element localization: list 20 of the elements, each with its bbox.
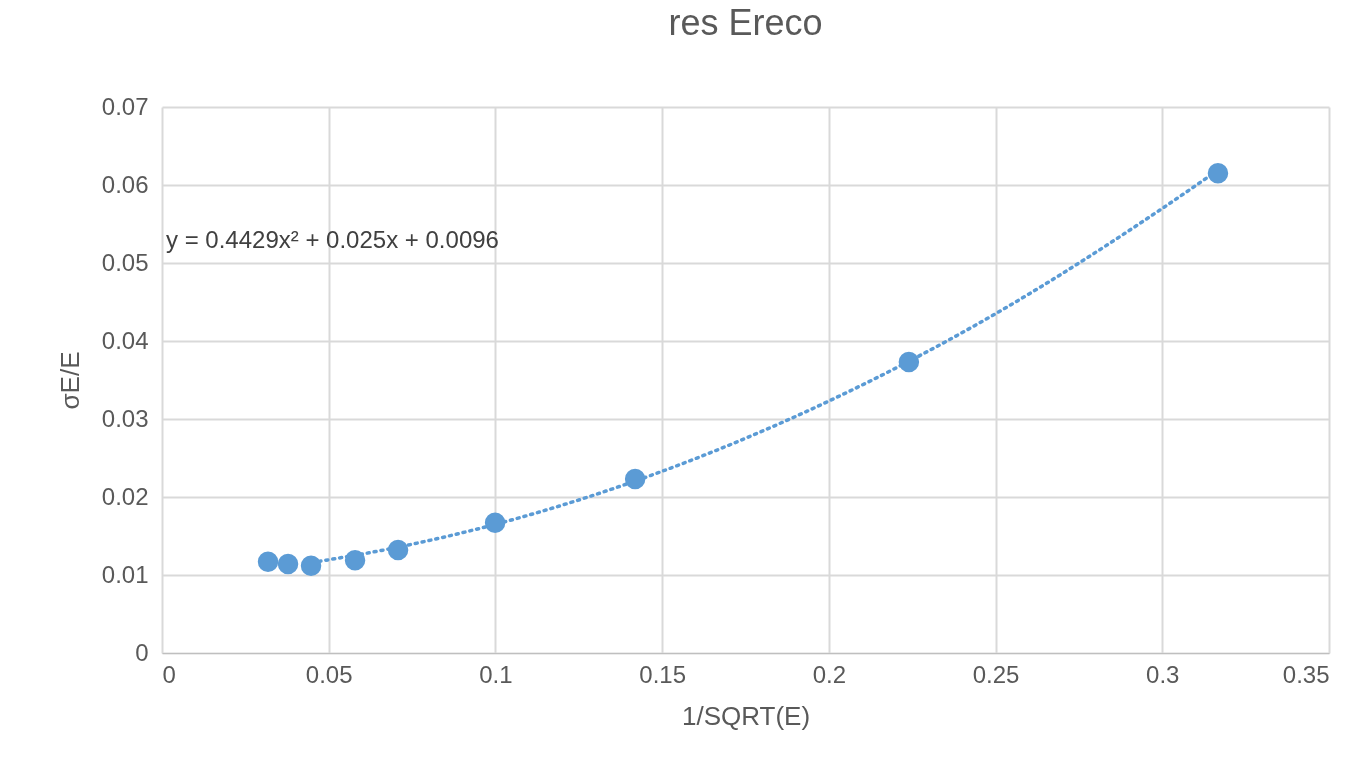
x-tick-label: 0.2 [812, 660, 847, 688]
y-tick-label: 0.01 [101, 560, 149, 588]
y-axis-title: σE/E [54, 351, 85, 410]
y-tick-label: 0.07 [101, 92, 149, 120]
y-tick-label: 0.05 [101, 248, 149, 276]
y-tick-label: 0.02 [101, 482, 149, 510]
chart-title: res Ereco [668, 2, 823, 43]
x-tick-label: 0 [162, 660, 176, 688]
x-tick-label: 0.15 [639, 660, 686, 688]
y-tick-label: 0 [135, 638, 149, 666]
y-tick-label: 0.03 [101, 404, 149, 432]
y-tick-label: 0.06 [101, 170, 149, 198]
x-tick-label: 0.35 [1282, 660, 1330, 688]
x-tick-label: 0.25 [972, 660, 1020, 688]
annotation: y = 0.4429x² + 0.025x + 0.0096 [166, 226, 499, 253]
x-tick-label: 0.05 [305, 660, 353, 688]
x-tick-label: 0.3 [1146, 660, 1180, 688]
x-axis-title: 1/SQRT(E) [681, 700, 811, 731]
y-tick-label: 0.04 [101, 326, 149, 354]
x-tick-label: 0.1 [479, 660, 513, 688]
